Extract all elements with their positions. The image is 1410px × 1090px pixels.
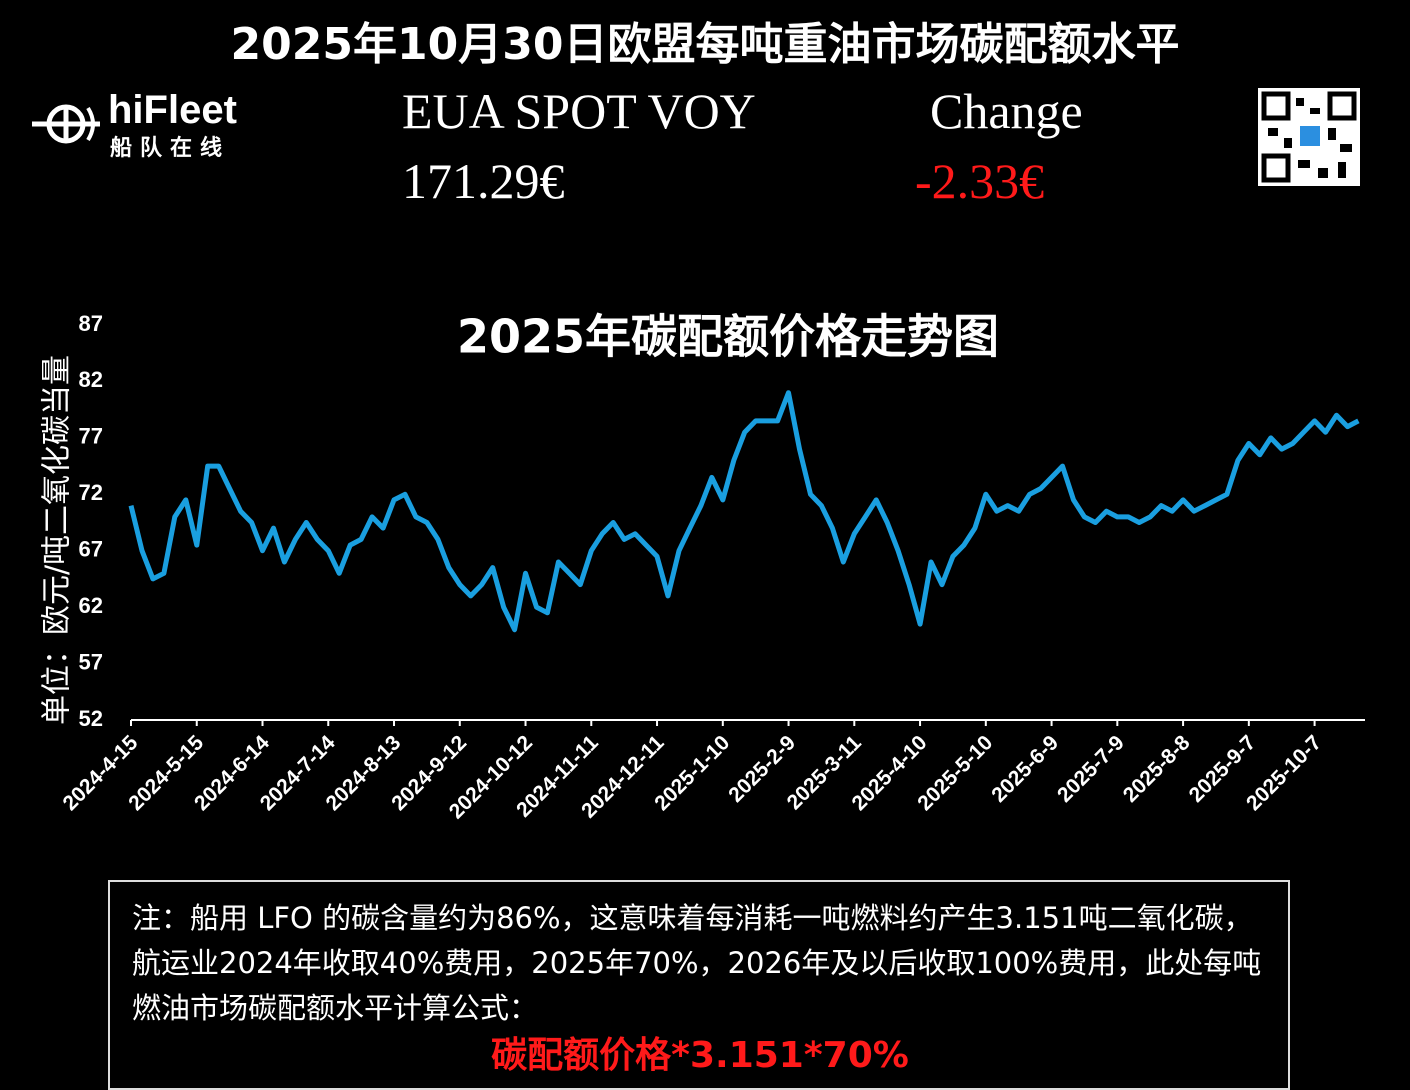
- y-tick-label: 82: [79, 367, 103, 392]
- chart: 2025年碳配额价格走势图 单位：欧元/吨二氧化碳当量 52 57 62 67 72 77…: [40, 310, 1365, 823]
- y-tick-label: 87: [79, 311, 103, 336]
- y-tick-label: 72: [79, 480, 103, 505]
- qr-code: [1258, 88, 1360, 186]
- y-axis-title: 单位：欧元/吨二氧化碳当量: [40, 355, 75, 725]
- page-title: 2025年10月30日欧盟每吨重油市场碳配额水平: [230, 19, 1180, 70]
- formula: 碳配额价格*3.151*70%: [491, 1035, 909, 1076]
- price-label: EUA SPOT VOY: [402, 83, 756, 139]
- y-tick-label: 52: [79, 706, 103, 731]
- price-line: [128, 390, 1360, 633]
- y-tick-label: 67: [79, 537, 103, 562]
- y-tick-label: 57: [79, 649, 103, 674]
- note-box: 注：船用 LFO 的碳含量约为86%，这意味着每消耗一吨燃料约产生3.151吨二…: [108, 880, 1290, 1090]
- price-value: 171.29€: [402, 153, 565, 209]
- logo-text: hiFleet: [108, 88, 237, 132]
- y-tick-label: 77: [79, 424, 103, 449]
- change-label: Change: [930, 83, 1083, 139]
- y-tick-label: 62: [79, 593, 103, 618]
- note-text: 注：船用 LFO 的碳含量约为86%，这意味着每消耗一吨燃料约产生3.151吨二…: [132, 901, 1262, 1025]
- logo-subtitle: 船队在线: [110, 136, 231, 161]
- x-tick-label: 2025-7-9: [1053, 731, 1129, 807]
- change-value: -2.33€: [915, 153, 1045, 209]
- x-tick-label: 2025-6-9: [987, 731, 1063, 807]
- chart-title: 2025年碳配额价格走势图: [457, 310, 999, 364]
- logo-icon: [32, 104, 100, 144]
- x-tick-label: 2025-8-8: [1119, 731, 1195, 807]
